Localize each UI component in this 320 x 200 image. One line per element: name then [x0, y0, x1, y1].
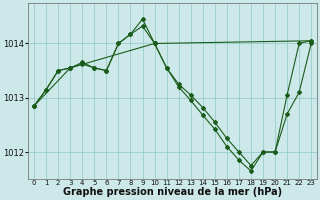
X-axis label: Graphe pression niveau de la mer (hPa): Graphe pression niveau de la mer (hPa) — [63, 187, 282, 197]
